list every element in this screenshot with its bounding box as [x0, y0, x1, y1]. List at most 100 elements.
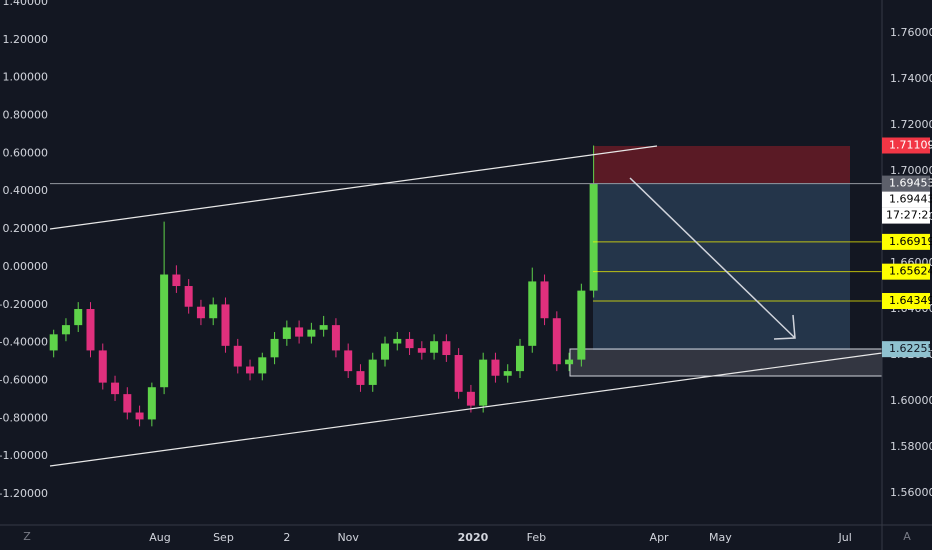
candle-body	[172, 274, 181, 287]
candle-body	[123, 394, 132, 413]
y-tick-label: 0.80000	[3, 109, 49, 122]
y-tick-label: -0.80000	[0, 411, 48, 424]
price-tag-bg	[882, 263, 930, 280]
y2-tick-label: 1.60000	[890, 394, 932, 407]
countdown: 17:27:23	[886, 209, 932, 222]
candle-body	[184, 286, 193, 307]
x-tick-label: May	[709, 531, 732, 544]
candle-body	[417, 348, 426, 353]
y-tick-label: 0.60000	[3, 146, 49, 159]
candle-body	[209, 304, 218, 319]
candle-body	[491, 359, 500, 376]
candle-body	[466, 391, 475, 406]
candle-body	[331, 325, 340, 351]
x-tick-label: Sep	[213, 531, 234, 544]
candle-body	[61, 325, 70, 335]
y-tick-label: -0.60000	[0, 373, 48, 386]
y-tick-label: -1.20000	[0, 487, 48, 500]
countdown-bg	[882, 207, 930, 224]
candle-body	[454, 355, 463, 392]
candle-body	[430, 341, 439, 353]
arrow-head	[773, 314, 796, 340]
candle-body	[515, 345, 524, 372]
price-tag-bg	[882, 233, 930, 250]
y-tick-label: -1.00000	[0, 449, 48, 462]
candle-body	[565, 359, 574, 365]
candle-body	[160, 274, 169, 388]
y-tick-label: 1.20000	[3, 33, 49, 46]
candle-body	[270, 338, 279, 358]
y2-tick-label: 1.58000	[890, 440, 932, 453]
candle-body	[147, 387, 156, 420]
x-tick-label: Nov	[337, 531, 359, 544]
price-tag: 1.69443	[889, 193, 932, 206]
y-tick-label: 1.40000	[3, 0, 49, 8]
candle-body	[86, 309, 95, 351]
y-tick-label: 1.00000	[3, 71, 49, 84]
candle-body	[503, 371, 512, 376]
y-tick-label: 0.40000	[3, 184, 49, 197]
candle-body	[233, 345, 242, 367]
y-tick-label: 0.20000	[3, 222, 49, 235]
candle-body	[98, 350, 107, 383]
stop-zone	[593, 146, 850, 183]
candle-body	[307, 329, 316, 337]
channel-lower	[49, 352, 883, 467]
candle-body	[246, 366, 255, 374]
price-tag: 1.71109	[889, 139, 932, 152]
y2-tick-label: 1.72000	[890, 118, 932, 131]
bottom-axis-bg	[0, 525, 932, 550]
candle-body	[368, 359, 377, 385]
y2-tick-label: 1.74000	[890, 72, 932, 85]
x-tick-label: Jul	[838, 531, 852, 544]
candle-body	[74, 309, 83, 326]
y-tick-label: 0.00000	[3, 260, 49, 273]
price-tag-bg	[882, 137, 930, 154]
price-tag: 1.62255	[889, 342, 932, 355]
price-tag: 1.65624	[889, 265, 932, 278]
auto-scale-button[interactable]: A	[903, 530, 911, 543]
channel-upper	[49, 145, 658, 230]
candle-body	[528, 281, 537, 346]
candle-body	[442, 341, 451, 356]
y-tick-label: -0.40000	[0, 336, 48, 349]
candle-body	[111, 382, 120, 395]
candle-body	[196, 306, 205, 319]
candle-body	[344, 350, 353, 372]
candle-body	[552, 318, 561, 365]
price-tag-bg	[882, 341, 930, 358]
candle-body	[319, 325, 328, 330]
candle-body	[405, 338, 414, 349]
candle-body	[258, 357, 267, 374]
y-tick-label: -0.20000	[0, 298, 48, 311]
price-tag-bg	[882, 175, 930, 192]
candle-body	[540, 281, 549, 319]
candle-body	[49, 334, 58, 351]
price-tag: 1.66919	[889, 235, 932, 248]
price-tag: 1.69453	[889, 177, 932, 190]
candle-body	[356, 371, 365, 385]
price-tag: 1.64349	[889, 294, 932, 307]
x-tick-label: 2	[283, 531, 290, 544]
price-tag-bg	[882, 292, 930, 309]
x-tick-label: Feb	[527, 531, 546, 544]
x-tick-label: Apr	[650, 531, 670, 544]
support-box	[569, 348, 883, 377]
x-tick-label: 2020	[458, 531, 489, 544]
candle-body	[381, 343, 390, 360]
price-tag-bg	[882, 191, 930, 208]
candle-body	[295, 327, 304, 337]
candle-body	[393, 338, 402, 344]
zoom-button[interactable]: Z	[23, 530, 31, 543]
candle-body	[589, 183, 598, 291]
candle-body	[135, 412, 144, 420]
candle-body	[282, 327, 291, 339]
x-tick-label: Aug	[149, 531, 170, 544]
arrow-line	[629, 177, 796, 339]
candle-body	[577, 290, 586, 360]
candle-body	[221, 304, 230, 346]
y2-tick-label: 1.56000	[890, 486, 932, 499]
candle-body	[479, 359, 488, 406]
